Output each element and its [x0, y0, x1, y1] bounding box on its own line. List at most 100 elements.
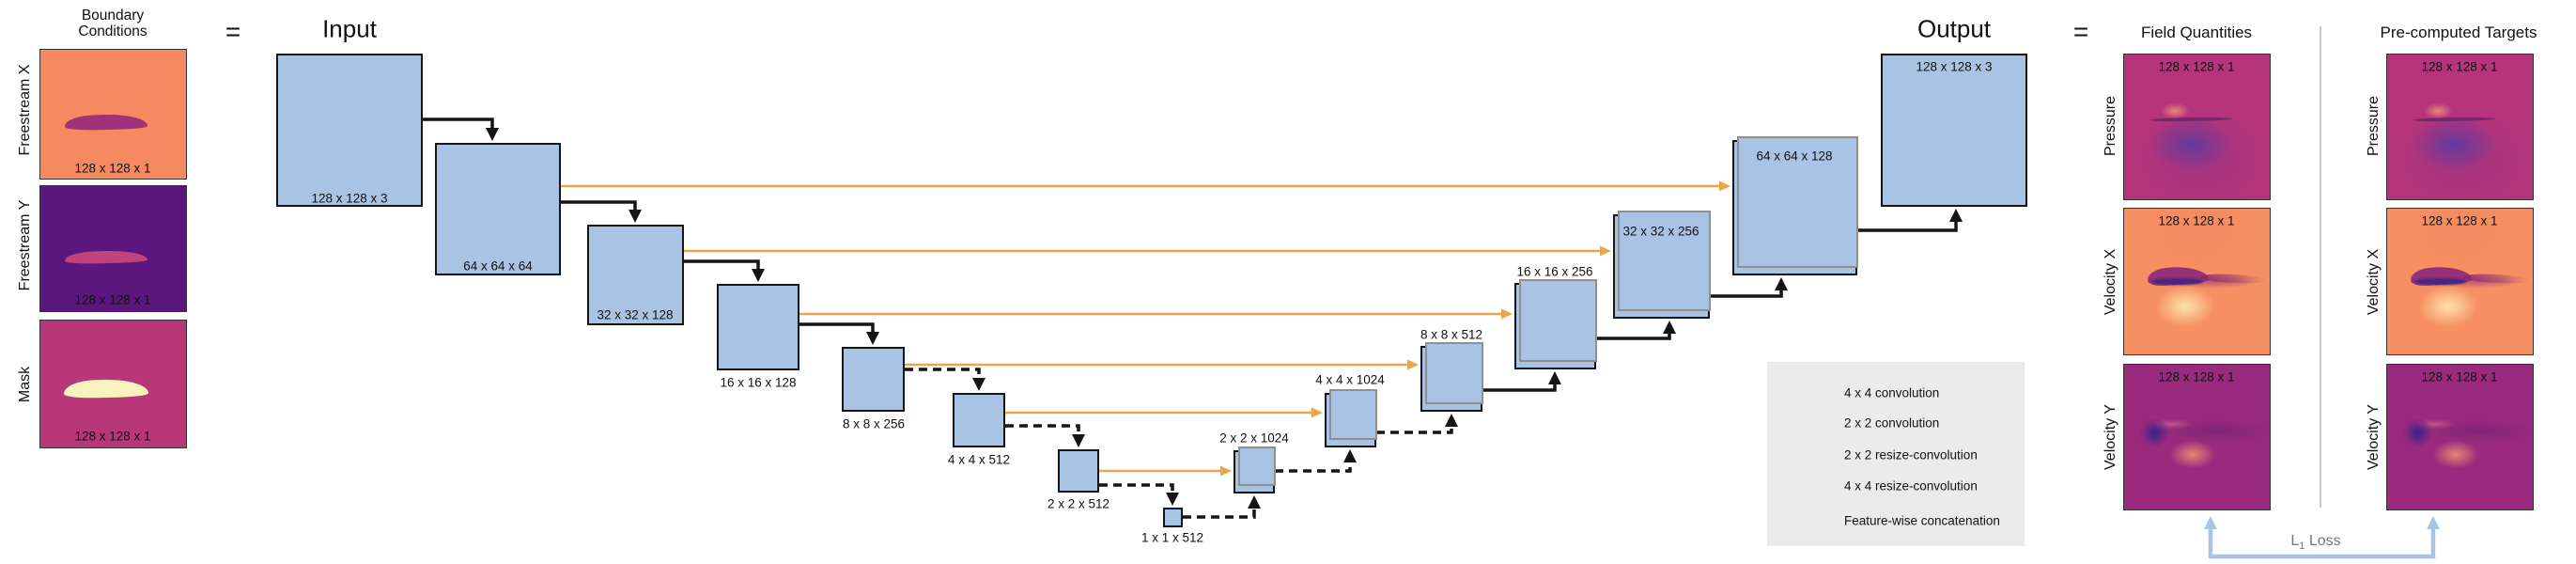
output-title: Output [1916, 14, 1992, 43]
mask-label: Mask [17, 366, 33, 403]
equals-sign-left: = [225, 17, 241, 46]
unet-box-enc-32x32x128 [587, 225, 684, 325]
airfoil-underside-shape [2151, 278, 2203, 285]
legend-item-2x2-resize-convolution: 2 x 2 resize-convolution [1844, 447, 1978, 462]
unet-box-enc-16x16x128 [717, 284, 799, 370]
conv-2x2-arrows [905, 368, 1458, 519]
legend-item-4x4-convolution: 4 x 4 convolution [1844, 385, 1940, 400]
velocity-x-output-image [2123, 208, 2271, 355]
pressure-output-image [2123, 54, 2271, 200]
legend-item-feature-wise-concatenation: Feature-wise concatenation [1844, 513, 2000, 528]
freestream-x-label: Freestream X [17, 64, 33, 156]
unet-box-dec-2x2x1024 [1234, 446, 1276, 494]
resize-conv-arrow-16-32 [1596, 321, 1676, 340]
equals-sign-right: = [2072, 17, 2089, 46]
wake-shape [2462, 272, 2531, 285]
boundary-conditions-title: Boundary Conditions [78, 8, 147, 39]
conv-4x4-arrows [423, 118, 879, 345]
unet-box-dims: 8 x 8 x 512 [1420, 327, 1483, 342]
airfoil-shape [63, 379, 148, 400]
unet-box-input-128x128x3 [276, 54, 423, 207]
freestream-y-label: Freestream Y [17, 199, 33, 291]
velocity-x-target-label: Velocity X [2366, 248, 2382, 316]
unet-box-dims: 32 x 32 x 256 [1622, 224, 1699, 239]
velocity-y-output-image [2123, 364, 2271, 510]
conv-arrow-8-4 [905, 368, 985, 391]
freestream-x-image [39, 49, 187, 180]
unet-box-dims: 4 x 4 x 512 [947, 452, 1011, 467]
loss-suffix: Loss [2308, 532, 2341, 549]
unet-box-dims: 16 x 16 x 256 [1516, 264, 1593, 279]
boundary-conditions-title-line2: Conditions [78, 24, 147, 39]
velocity-x-label: Velocity X [2103, 248, 2118, 316]
legend-panel [1767, 362, 2025, 546]
velocity-x-output-dims: 128 x 128 x 1 [2158, 213, 2235, 228]
loss-prefix: L [2290, 532, 2300, 549]
unet-box-dims: 128 x 128 x 3 [311, 191, 388, 206]
input-title: Input [322, 14, 377, 43]
unet-box-dims: 2 x 2 x 512 [1047, 496, 1110, 511]
unet-box-dims: 4 x 4 x 1024 [1315, 372, 1385, 387]
unet-box-enc-4x4x512 [953, 393, 1005, 447]
velocity-y-label: Velocity Y [2103, 404, 2118, 470]
conv-arrow-16-8 [799, 322, 879, 345]
unet-box-dec-32x32x256 [1613, 211, 1711, 319]
airfoil-shape [2413, 117, 2495, 122]
airfoil-shape [65, 113, 148, 132]
velocity-y-target-label: Velocity Y [2366, 404, 2382, 470]
resize-conv-arrow-64-output [1857, 209, 1963, 232]
conv-arrow-input-64 [423, 118, 499, 141]
unet-box-dec-64x64x128 [1732, 136, 1858, 275]
unet-box-dims: 32 x 32 x 128 [597, 307, 674, 322]
resize-conv-4x4-arrows [1482, 209, 1963, 392]
unet-box-dims: 16 x 16 x 128 [720, 375, 797, 390]
unet-box-enc-64x64x64 [435, 143, 561, 275]
resize-conv-arrow-32-64 [1710, 277, 1788, 298]
freestream-x-dims: 128 x 128 x 1 [74, 161, 151, 176]
unet-box-enc-2x2x512 [1058, 449, 1099, 493]
velocity-x-target-image [2386, 208, 2534, 355]
conv-arrow-64-32 [561, 200, 642, 223]
unet-box-dims: 128 x 128 x 3 [1916, 59, 1993, 74]
resize-conv-arrow-1-2 [1183, 495, 1261, 519]
conv-arrow-2-1 [1099, 483, 1179, 506]
pressure-label: Pressure [2103, 95, 2118, 157]
wake-shape [2199, 272, 2268, 285]
resize-conv-arrow-2-4 [1275, 449, 1357, 473]
l1-loss-label: L1 Loss [2290, 533, 2340, 552]
unet-box-dims: 64 x 64 x 128 [1756, 149, 1833, 164]
conv-arrow-4-2 [1005, 424, 1085, 447]
resize-conv-arrow-4-8 [1376, 414, 1458, 434]
pressure-target-dims: 128 x 128 x 1 [2421, 59, 2498, 74]
legend-item-4x4-resize-convolution: 4 x 4 resize-convolution [1844, 478, 1978, 494]
skip-connection-lines [561, 180, 1730, 477]
unet-box-output-128x128x3 [1881, 54, 2027, 207]
l1-loss-bracket [2204, 516, 2440, 559]
unet-box-dec-4x4x1024 [1325, 389, 1377, 447]
velocity-x-target-dims: 128 x 128 x 1 [2421, 213, 2498, 228]
panel-divider [2320, 26, 2321, 508]
velocity-y-output-dims: 128 x 128 x 1 [2158, 369, 2235, 384]
velocity-y-target-image [2386, 364, 2534, 510]
freestream-y-image [39, 185, 187, 312]
pressure-target-label: Pressure [2366, 95, 2382, 157]
resize-conv-arrow-8-16 [1482, 371, 1561, 392]
velocity-y-target-dims: 128 x 128 x 1 [2421, 369, 2498, 384]
mask-dims: 128 x 128 x 1 [74, 429, 151, 444]
mask-image [39, 320, 187, 448]
boundary-conditions-title-line1: Boundary [81, 8, 145, 24]
airfoil-shape [65, 250, 148, 265]
unet-box-dec-16x16x256 [1514, 279, 1597, 369]
conv-arrow-32-16 [684, 259, 765, 282]
unet-box-dims: 2 x 2 x 1024 [1219, 431, 1289, 446]
unet-box-enc-8x8x256 [842, 347, 905, 412]
freestream-y-dims: 128 x 128 x 1 [74, 292, 151, 307]
unet-box-dec-8x8x512 [1420, 342, 1483, 412]
unet-box-dims: 64 x 64 x 64 [463, 258, 533, 274]
unet-box-bottleneck-1x1x512 [1163, 508, 1183, 527]
legend-item-2x2-convolution: 2 x 2 convolution [1844, 415, 1940, 431]
loss-subscript: 1 [2299, 540, 2305, 553]
airfoil-shape [2149, 117, 2232, 122]
